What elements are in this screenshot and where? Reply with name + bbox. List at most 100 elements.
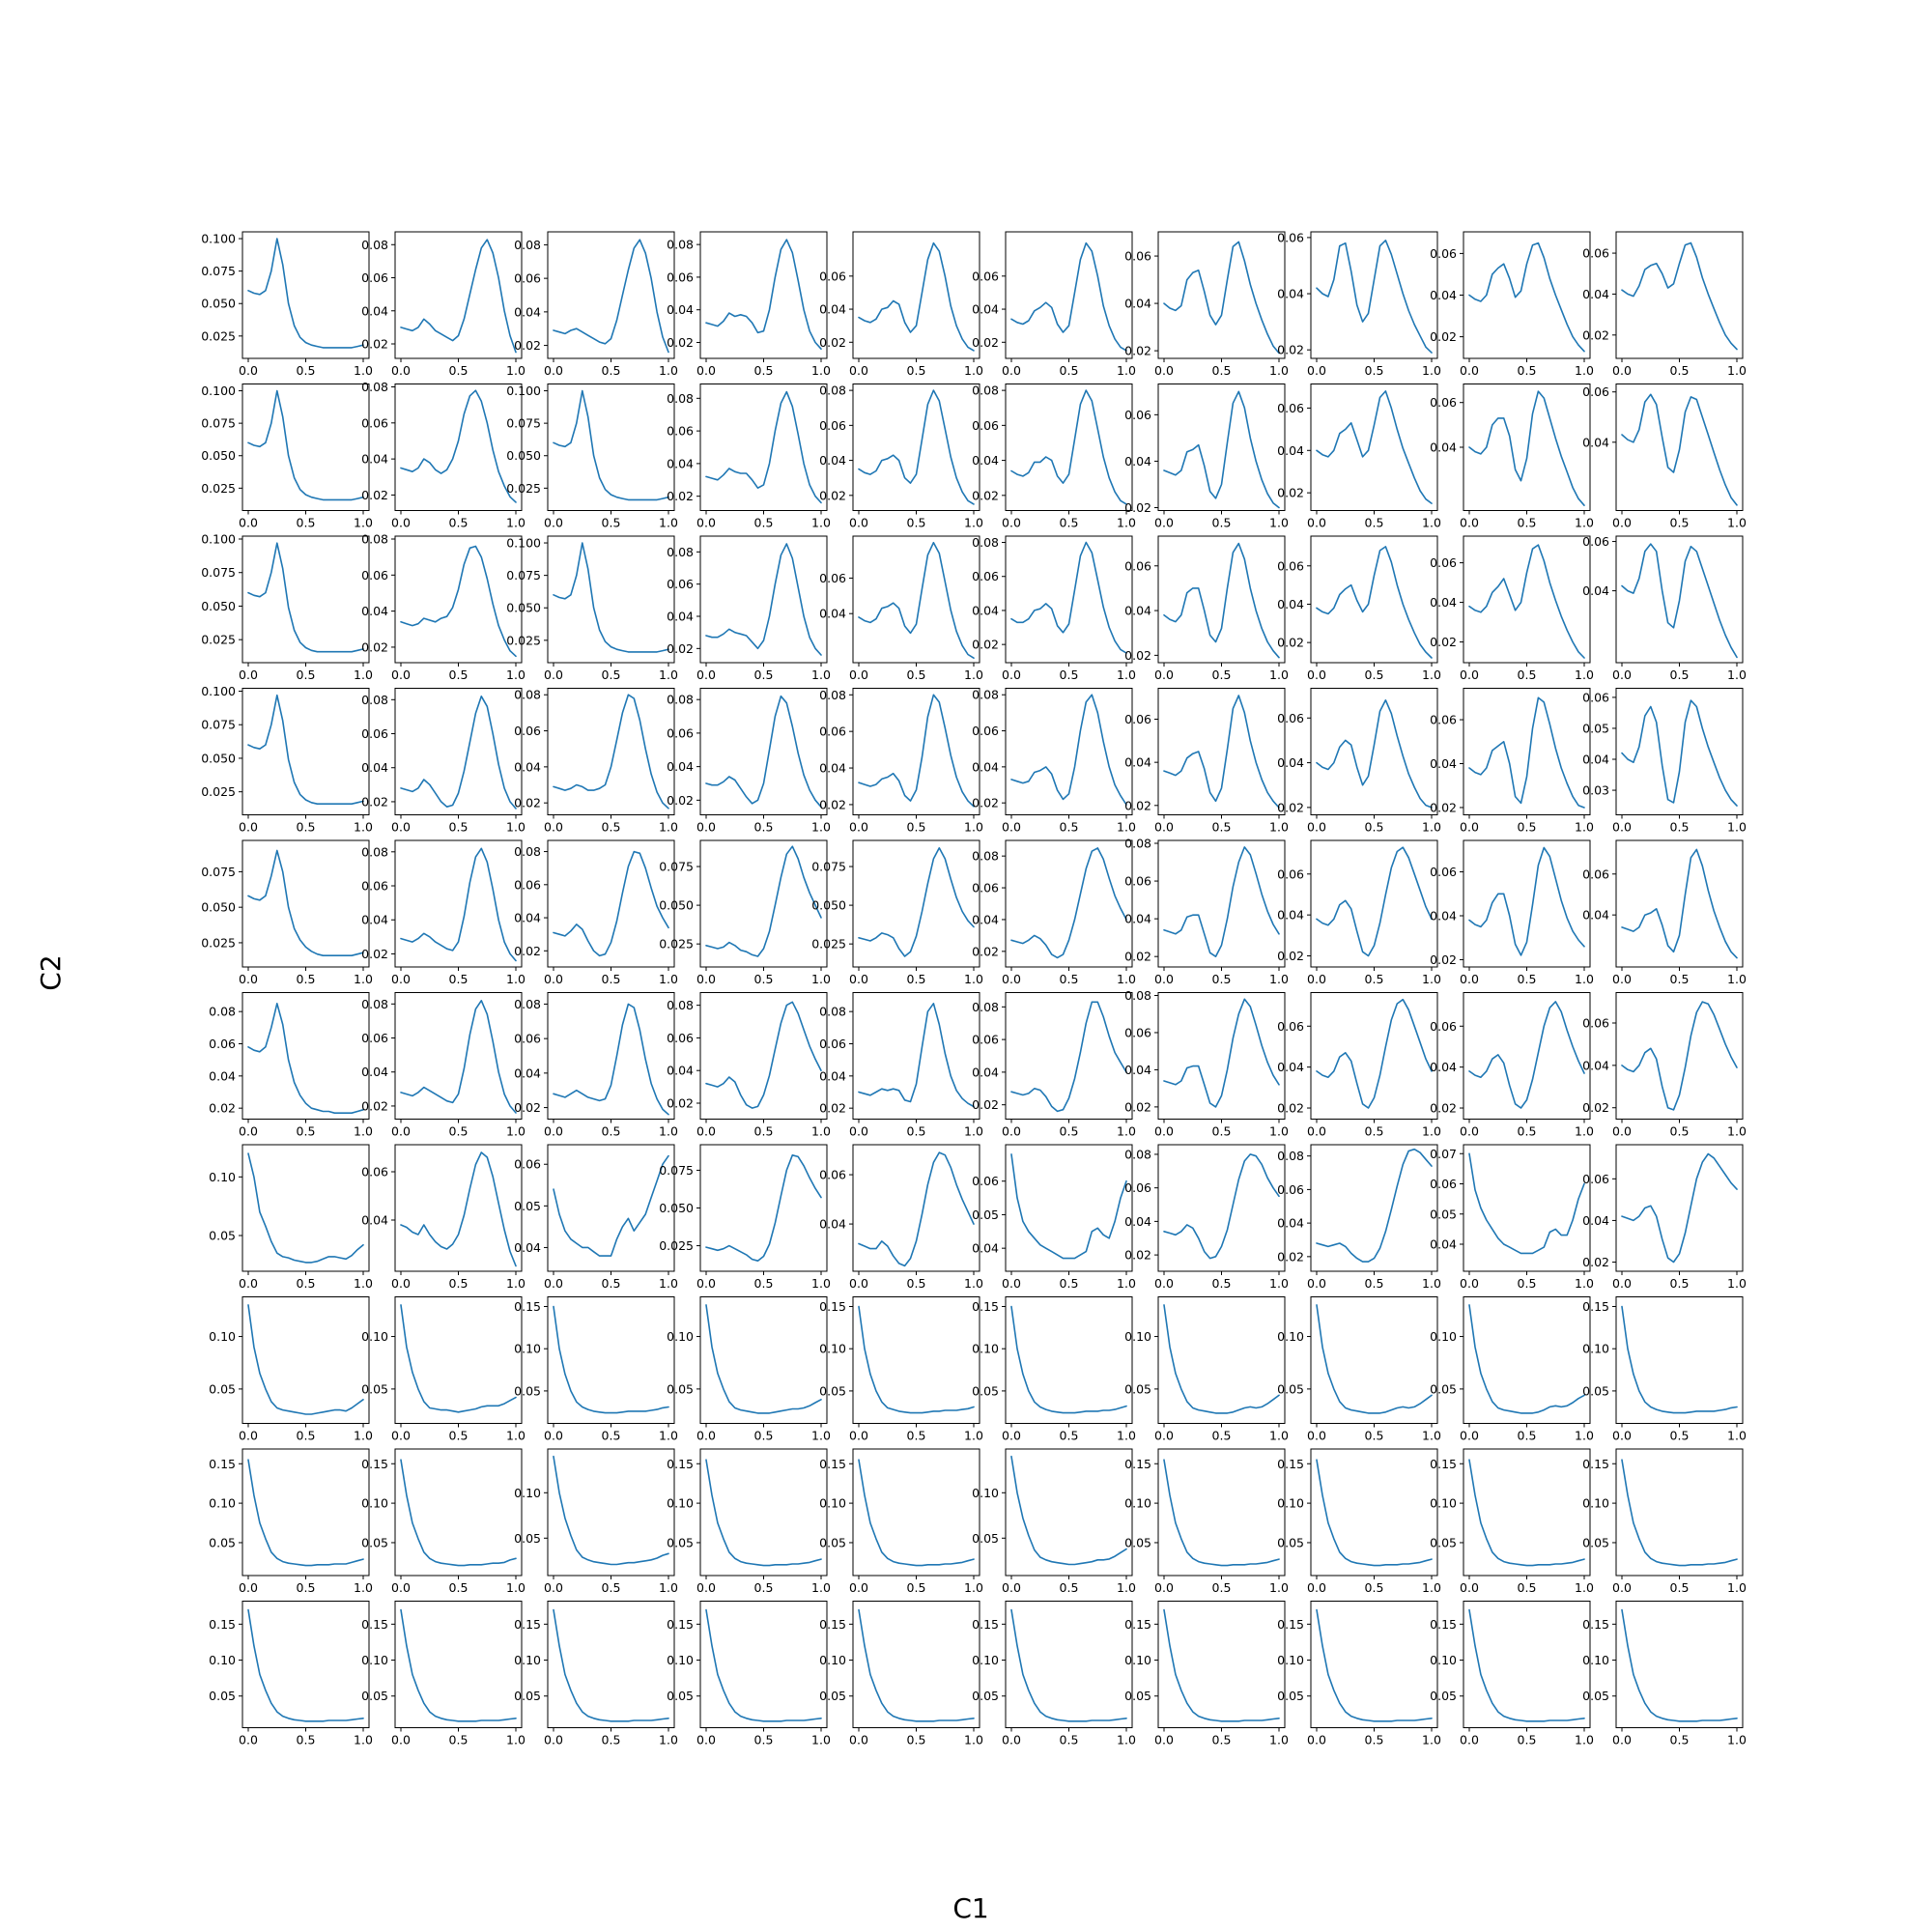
x-tick-label: 0.0 — [1460, 1580, 1479, 1595]
series-line — [705, 845, 822, 957]
series-line — [553, 1455, 669, 1566]
y-tick-label: 0.075 — [201, 565, 236, 580]
y-tick-label: 0.100 — [506, 536, 541, 551]
y-tick-label: 0.06 — [972, 1174, 999, 1188]
y-tick-label: 0.15 — [361, 1457, 388, 1471]
y-tick-label: 0.08 — [972, 688, 999, 702]
x-tick-label: 0.5 — [1365, 1276, 1384, 1291]
y-tick-label: 0.08 — [972, 384, 999, 398]
x-tick-label: 1.0 — [811, 820, 831, 835]
x-tick-label: 0.5 — [1670, 1580, 1690, 1595]
x-tick-label: 0.5 — [1670, 972, 1690, 986]
x-tick-label: 1.0 — [659, 1580, 678, 1595]
y-tick-label: 0.04 — [361, 1213, 388, 1228]
y-tick-label: 0.10 — [1430, 1329, 1457, 1344]
panel-r10-c5: 0.0 0.5 1.0 0.05 0.10 0.15 — [819, 1601, 983, 1747]
x-tick-label: 0.0 — [1307, 1580, 1326, 1595]
y-tick-label: 0.06 — [972, 418, 999, 433]
x-tick-label: 1.0 — [354, 1124, 373, 1139]
x-tick-label: 0.5 — [297, 1276, 316, 1291]
y-tick-label: 0.15 — [209, 1617, 236, 1632]
x-tick-label: 1.0 — [811, 363, 831, 378]
y-tick-label: 0.075 — [659, 860, 694, 874]
x-tick-label: 0.0 — [849, 516, 868, 530]
y-tick-label: 0.06 — [361, 568, 388, 582]
y-tick-label: 0.02 — [1277, 636, 1304, 650]
y-tick-label: 0.10 — [361, 1653, 388, 1667]
x-tick-label: 0.0 — [1307, 1276, 1326, 1291]
y-tick-label: 0.04 — [819, 1068, 846, 1083]
y-tick-label: 0.02 — [667, 641, 694, 656]
x-tick-label: 1.0 — [1269, 1580, 1289, 1595]
series-line — [247, 238, 364, 349]
y-tick-label: 0.02 — [1277, 800, 1304, 814]
panel-r9-c2: 0.0 0.5 1.0 0.05 0.10 0.15 — [361, 1448, 526, 1595]
x-tick-label: 1.0 — [1727, 363, 1747, 378]
y-tick-label: 0.05 — [1430, 1535, 1457, 1549]
y-tick-label: 0.06 — [1582, 867, 1609, 881]
panel-r1-c2: 0.0 0.5 1.0 0.02 0.04 0.06 0.08 — [361, 231, 526, 378]
y-tick-label: 0.02 — [972, 488, 999, 502]
x-tick-label: 0.0 — [239, 1429, 258, 1443]
panel-r3-c7: 0.0 0.5 1.0 0.02 0.04 0.06 — [1124, 535, 1289, 682]
x-tick-label: 1.0 — [659, 1429, 678, 1443]
x-tick-label: 0.0 — [1154, 1124, 1174, 1139]
series-line — [858, 541, 975, 660]
panel-r6-c7: 0.0 0.5 1.0 0.02 0.04 0.06 0.08 — [1124, 988, 1289, 1139]
series-line — [705, 695, 822, 809]
y-tick-label: 0.04 — [1277, 908, 1304, 923]
y-tick-label: 0.08 — [514, 238, 541, 252]
x-tick-label: 0.0 — [1460, 1733, 1479, 1747]
y-tick-label: 0.04 — [1582, 287, 1609, 301]
series-line — [400, 1608, 517, 1722]
x-tick-label: 0.5 — [1060, 1124, 1079, 1139]
y-tick-label: 0.05 — [972, 1383, 999, 1398]
x-tick-label: 0.0 — [849, 668, 868, 682]
x-tick-label: 1.0 — [1727, 1276, 1747, 1291]
x-tick-label: 0.0 — [696, 1429, 716, 1443]
y-tick-label: 0.025 — [659, 937, 694, 952]
panel-r9-c7: 0.0 0.5 1.0 0.05 0.10 0.15 — [1124, 1448, 1289, 1595]
series-line — [1010, 1153, 1127, 1260]
y-tick-label: 0.04 — [819, 302, 846, 317]
y-tick-label: 0.10 — [1277, 1496, 1304, 1511]
x-tick-label: 1.0 — [811, 516, 831, 530]
y-tick-label: 0.06 — [972, 881, 999, 895]
x-tick-label: 1.0 — [1422, 1124, 1441, 1139]
panel-r9-c3: 0.0 0.5 1.0 0.05 0.10 — [514, 1448, 678, 1595]
x-tick-label: 0.5 — [907, 1276, 926, 1291]
y-tick-label: 0.04 — [667, 1064, 694, 1078]
y-tick-label: 0.02 — [972, 1097, 999, 1112]
x-tick-label: 0.5 — [754, 820, 774, 835]
panel-r9-c6: 0.0 0.5 1.0 0.05 0.10 — [972, 1448, 1136, 1595]
x-tick-label: 1.0 — [1727, 516, 1747, 530]
series-line — [1010, 242, 1127, 352]
y-tick-label: 0.05 — [1430, 1381, 1457, 1396]
x-tick-label: 0.5 — [602, 972, 621, 986]
y-tick-label: 0.02 — [1430, 1101, 1457, 1116]
y-tick-label: 0.10 — [972, 1486, 999, 1500]
y-tick-label: 0.02 — [667, 489, 694, 503]
x-tick-label: 1.0 — [1422, 820, 1441, 835]
panel-r8-c2: 0.0 0.5 1.0 0.05 0.10 — [361, 1296, 526, 1443]
y-tick-label: 0.05 — [819, 1535, 846, 1549]
y-tick-label: 0.04 — [667, 759, 694, 774]
x-tick-label: 0.5 — [1365, 1733, 1384, 1747]
x-tick-label: 0.5 — [754, 516, 774, 530]
panel-r4-c2: 0.0 0.5 1.0 0.02 0.04 0.06 0.08 — [361, 688, 526, 835]
y-tick-label: 0.06 — [1277, 867, 1304, 881]
y-tick-label: 0.02 — [667, 793, 694, 808]
y-tick-label: 0.04 — [1124, 297, 1151, 311]
panel-r10-c10: 0.0 0.5 1.0 0.05 0.10 0.15 — [1582, 1601, 1747, 1747]
x-tick-label: 1.0 — [811, 1124, 831, 1139]
y-tick-label: 0.06 — [1124, 874, 1151, 889]
x-tick-label: 1.0 — [1575, 1276, 1594, 1291]
y-tick-label: 0.10 — [514, 1342, 541, 1356]
panel-r3-c5: 0.0 0.5 1.0 0.04 0.06 — [819, 535, 983, 682]
y-tick-label: 0.08 — [667, 545, 694, 559]
y-tick-label: 0.08 — [361, 844, 388, 859]
x-tick-label: 0.5 — [754, 1580, 774, 1595]
x-tick-label: 0.0 — [544, 1733, 563, 1747]
x-tick-label: 0.0 — [391, 516, 411, 530]
x-tick-label: 0.0 — [1154, 1580, 1174, 1595]
